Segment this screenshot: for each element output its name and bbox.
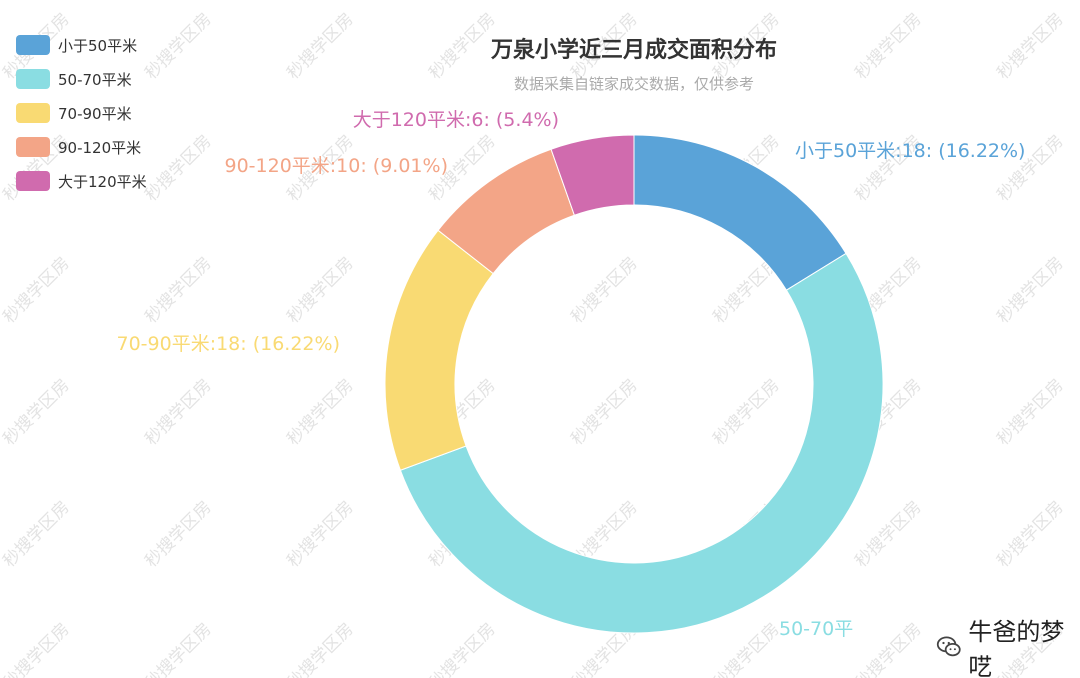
- legend-item-lt50[interactable]: 小于50平米: [16, 34, 147, 56]
- watermark-text: 秒搜学区房: [141, 253, 215, 327]
- legend-swatch: [16, 171, 50, 191]
- legend-label: 70-90平米: [58, 104, 132, 123]
- watermark-text: 秒搜学区房: [709, 375, 783, 449]
- watermark-text: 秒搜学区房: [567, 253, 641, 327]
- slice-labels: 小于50平米:18: (16.22%) 50-70平 70-90平米:18: (16…: [116, 109, 1025, 640]
- slice-50-70[interactable]: [399, 252, 884, 634]
- legend-item-gt120[interactable]: 大于120平米: [16, 170, 147, 192]
- legend-label: 大于120平米: [58, 172, 147, 191]
- legend-label: 90-120平米: [58, 138, 142, 157]
- legend-item-50-70[interactable]: 50-70平米: [16, 68, 147, 90]
- legend-swatch: [16, 69, 50, 89]
- slice-70-90[interactable]: [384, 229, 494, 471]
- watermark-text: 秒搜学区房: [141, 375, 215, 449]
- watermark-text: 秒搜学区房: [567, 375, 641, 449]
- brand-watermark: 牛爸的梦呓: [930, 610, 1080, 678]
- watermark-text: 秒搜学区房: [141, 131, 215, 205]
- watermark-text: 秒搜学区房: [141, 497, 215, 571]
- watermark-text: 秒搜学区房: [993, 497, 1067, 571]
- legend-swatch: [16, 35, 50, 55]
- watermark-text: 秒搜学区房: [709, 619, 783, 678]
- donut-slices: [384, 134, 884, 634]
- slice-label: 70-90平米:18: (16.22%): [116, 333, 340, 355]
- legend-label: 小于50平米: [58, 36, 138, 55]
- watermark-text: 秒搜学区房: [993, 253, 1067, 327]
- watermark-text: 秒搜学区房: [993, 375, 1067, 449]
- slice-label: 50-70平: [779, 618, 853, 640]
- watermark-text: 秒搜学区房: [0, 375, 74, 449]
- watermark-text: 秒搜学区房: [141, 619, 215, 678]
- slice-label: 90-120平米:10: (9.01%): [224, 155, 448, 177]
- watermark-text: 秒搜学区房: [851, 619, 925, 678]
- watermark-text: 秒搜学区房: [0, 253, 74, 327]
- legend-swatch: [16, 137, 50, 157]
- chart-title: 万泉小学近三月成交面积分布: [490, 38, 777, 63]
- legend: 小于50平米 50-70平米 70-90平米 90-120平米 大于120平米: [16, 34, 147, 204]
- watermark-text: 秒搜学区房: [283, 253, 357, 327]
- slice-gt120[interactable]: [550, 134, 635, 216]
- legend-item-70-90[interactable]: 70-90平米: [16, 102, 147, 124]
- brand-watermark-text: 牛爸的梦呓: [968, 618, 1065, 678]
- legend-item-90-120[interactable]: 90-120平米: [16, 136, 147, 158]
- watermark-text: 秒搜学区房: [283, 375, 357, 449]
- watermark-text: 秒搜学区房: [0, 497, 74, 571]
- slice-label: 小于50平米:18: (16.22%): [795, 140, 1025, 162]
- watermark-text: 秒搜学区房: [425, 619, 499, 678]
- watermark-text: 秒搜学区房: [851, 497, 925, 571]
- wechat-icon: [936, 636, 961, 657]
- slice-label: 大于120平米:6: (5.4%): [353, 109, 559, 131]
- legend-swatch: [16, 103, 50, 123]
- watermark-text: 秒搜学区房: [283, 497, 357, 571]
- watermark-text: 秒搜学区房: [0, 619, 74, 678]
- watermark-text: 秒搜学区房: [283, 619, 357, 678]
- chart-subtitle: 数据采集自链家成交数据，仅供参考: [513, 75, 754, 93]
- legend-label: 50-70平米: [58, 70, 132, 89]
